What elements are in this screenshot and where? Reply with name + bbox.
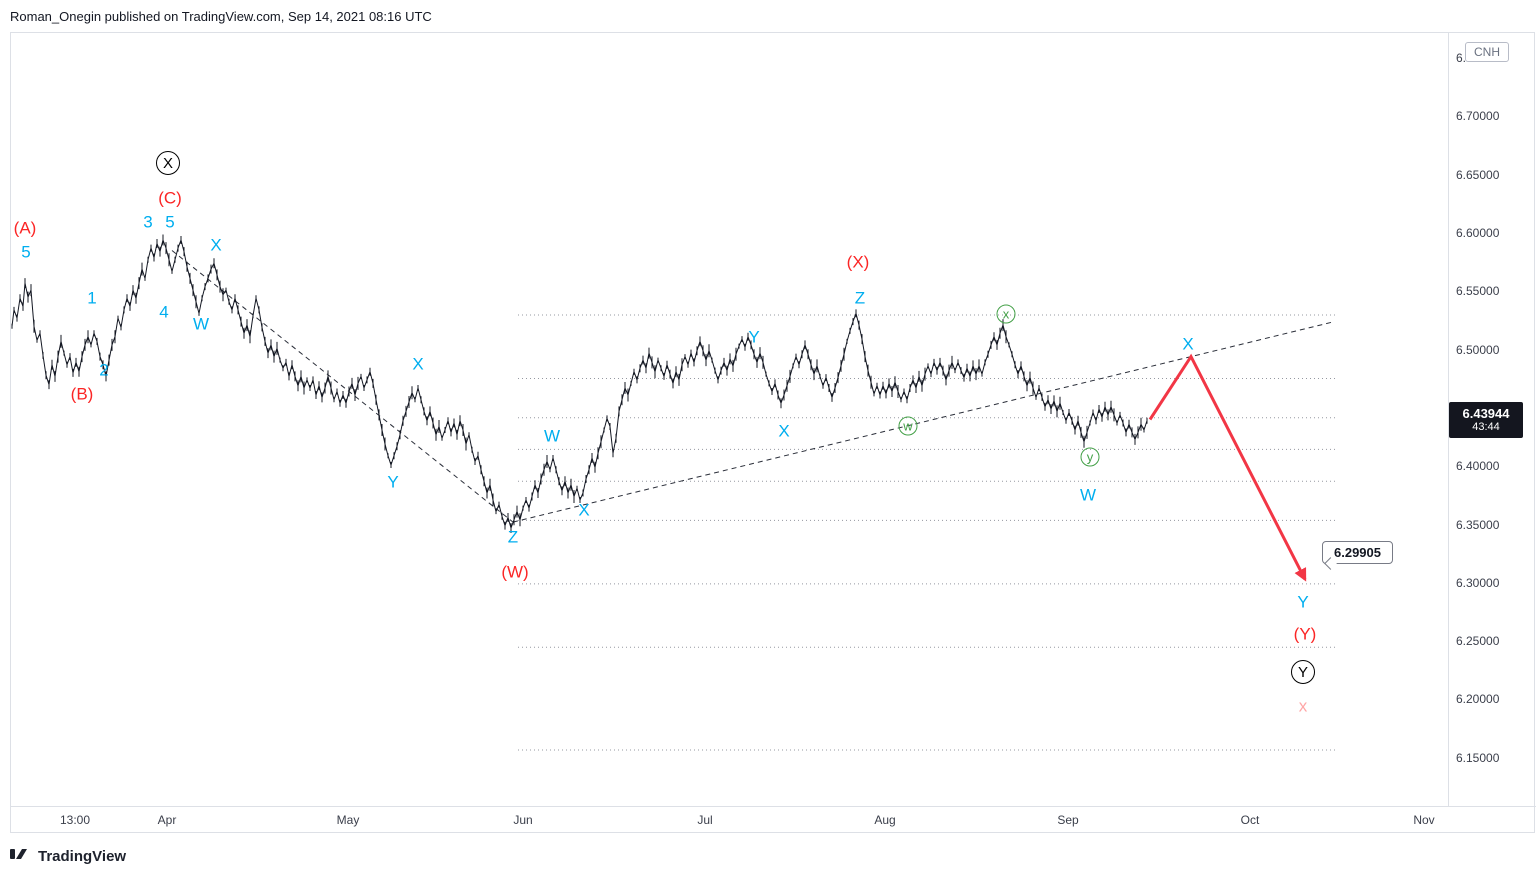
wave-label-5[interactable]: 5: [21, 242, 31, 262]
time-tick: Sep: [1057, 813, 1079, 827]
price-axis-separator: [1448, 32, 1449, 806]
time-tick: Nov: [1413, 813, 1435, 827]
wave-label-y[interactable]: Y: [387, 472, 399, 492]
price-tick: 6.35000: [1456, 517, 1500, 532]
price-tick: 6.65000: [1456, 167, 1500, 182]
price-tick: 6.15000: [1456, 750, 1500, 765]
wave-label-x[interactable]: X: [412, 354, 424, 374]
wave-label-x[interactable]: X: [1182, 334, 1194, 354]
time-tick: Apr: [157, 813, 177, 827]
wave-label-z[interactable]: Z: [507, 527, 519, 547]
wave-label-5[interactable]: 5: [165, 212, 175, 232]
wave-label-4[interactable]: 4: [159, 302, 169, 322]
wave-label-x[interactable]: x: [996, 304, 1016, 324]
price-tick: 6.55000: [1456, 284, 1500, 299]
trendline[interactable]: [171, 250, 514, 523]
wave-label-y[interactable]: y: [1080, 447, 1100, 467]
publisher-note: Roman_Onegin published on TradingView.co…: [10, 9, 432, 24]
wave-label-x[interactable]: (X): [846, 252, 870, 272]
price-tick: 6.20000: [1456, 692, 1500, 707]
price-tick: 6.70000: [1456, 109, 1500, 124]
forecast-arrow[interactable]: [1148, 353, 1307, 582]
wave-label-1[interactable]: 1: [87, 288, 97, 308]
price-tick: 6.40000: [1456, 459, 1500, 474]
wave-label-x[interactable]: X: [778, 421, 790, 441]
wave-label-y[interactable]: Y: [1291, 660, 1315, 684]
tradingview-logo-icon[interactable]: [10, 845, 32, 867]
trendline[interactable]: [512, 321, 1333, 523]
wave-label-x[interactable]: X: [210, 235, 222, 255]
current-price-badge: 6.43944 43:44: [1449, 402, 1523, 438]
wave-label-2[interactable]: 2: [99, 360, 109, 380]
wave-label-w[interactable]: W: [1079, 485, 1097, 505]
time-tick: 13:00: [59, 813, 91, 827]
current-price-value: 6.43944: [1462, 406, 1510, 421]
wave-label-y[interactable]: Y: [1297, 592, 1309, 612]
price-tick: 6.50000: [1456, 342, 1500, 357]
tradingview-wordmark[interactable]: TradingView: [38, 847, 127, 865]
time-axis-separator: [10, 806, 1536, 807]
wave-label-x[interactable]: X: [578, 500, 590, 520]
time-tick: Aug: [874, 813, 896, 827]
wave-label-x[interactable]: x: [1298, 696, 1308, 716]
wave-label-y[interactable]: Y: [748, 327, 760, 347]
price-tick: 6.25000: [1456, 634, 1500, 649]
wave-label-y[interactable]: (Y): [1293, 624, 1317, 644]
price-callout[interactable]: 6.29905: [1322, 541, 1393, 564]
price-series: [11, 238, 1148, 530]
wave-label-a[interactable]: (A): [13, 218, 37, 238]
time-tick: Jul: [697, 813, 713, 827]
time-tick: Jun: [513, 813, 533, 827]
wave-label-w[interactable]: (W): [501, 562, 529, 582]
wave-label-w[interactable]: W: [192, 314, 210, 334]
price-tick: 6.60000: [1456, 226, 1500, 240]
wave-label-c[interactable]: (C): [158, 188, 182, 208]
wave-label-b[interactable]: (B): [70, 384, 94, 404]
wave-label-z[interactable]: Z: [854, 288, 866, 308]
wave-label-x[interactable]: X: [156, 151, 180, 175]
time-tick: Oct: [1240, 813, 1260, 827]
time-tick: May: [336, 813, 360, 827]
wave-label-w[interactable]: w: [898, 416, 918, 436]
footer: TradingView: [10, 845, 126, 867]
bar-countdown: 43:44: [1472, 421, 1500, 433]
wave-label-3[interactable]: 3: [143, 212, 153, 232]
wave-label-w[interactable]: W: [543, 426, 561, 446]
price-bars: [11, 234, 1148, 533]
price-tick: 6.30000: [1456, 575, 1500, 590]
symbol-badge: CNH: [1465, 42, 1509, 62]
